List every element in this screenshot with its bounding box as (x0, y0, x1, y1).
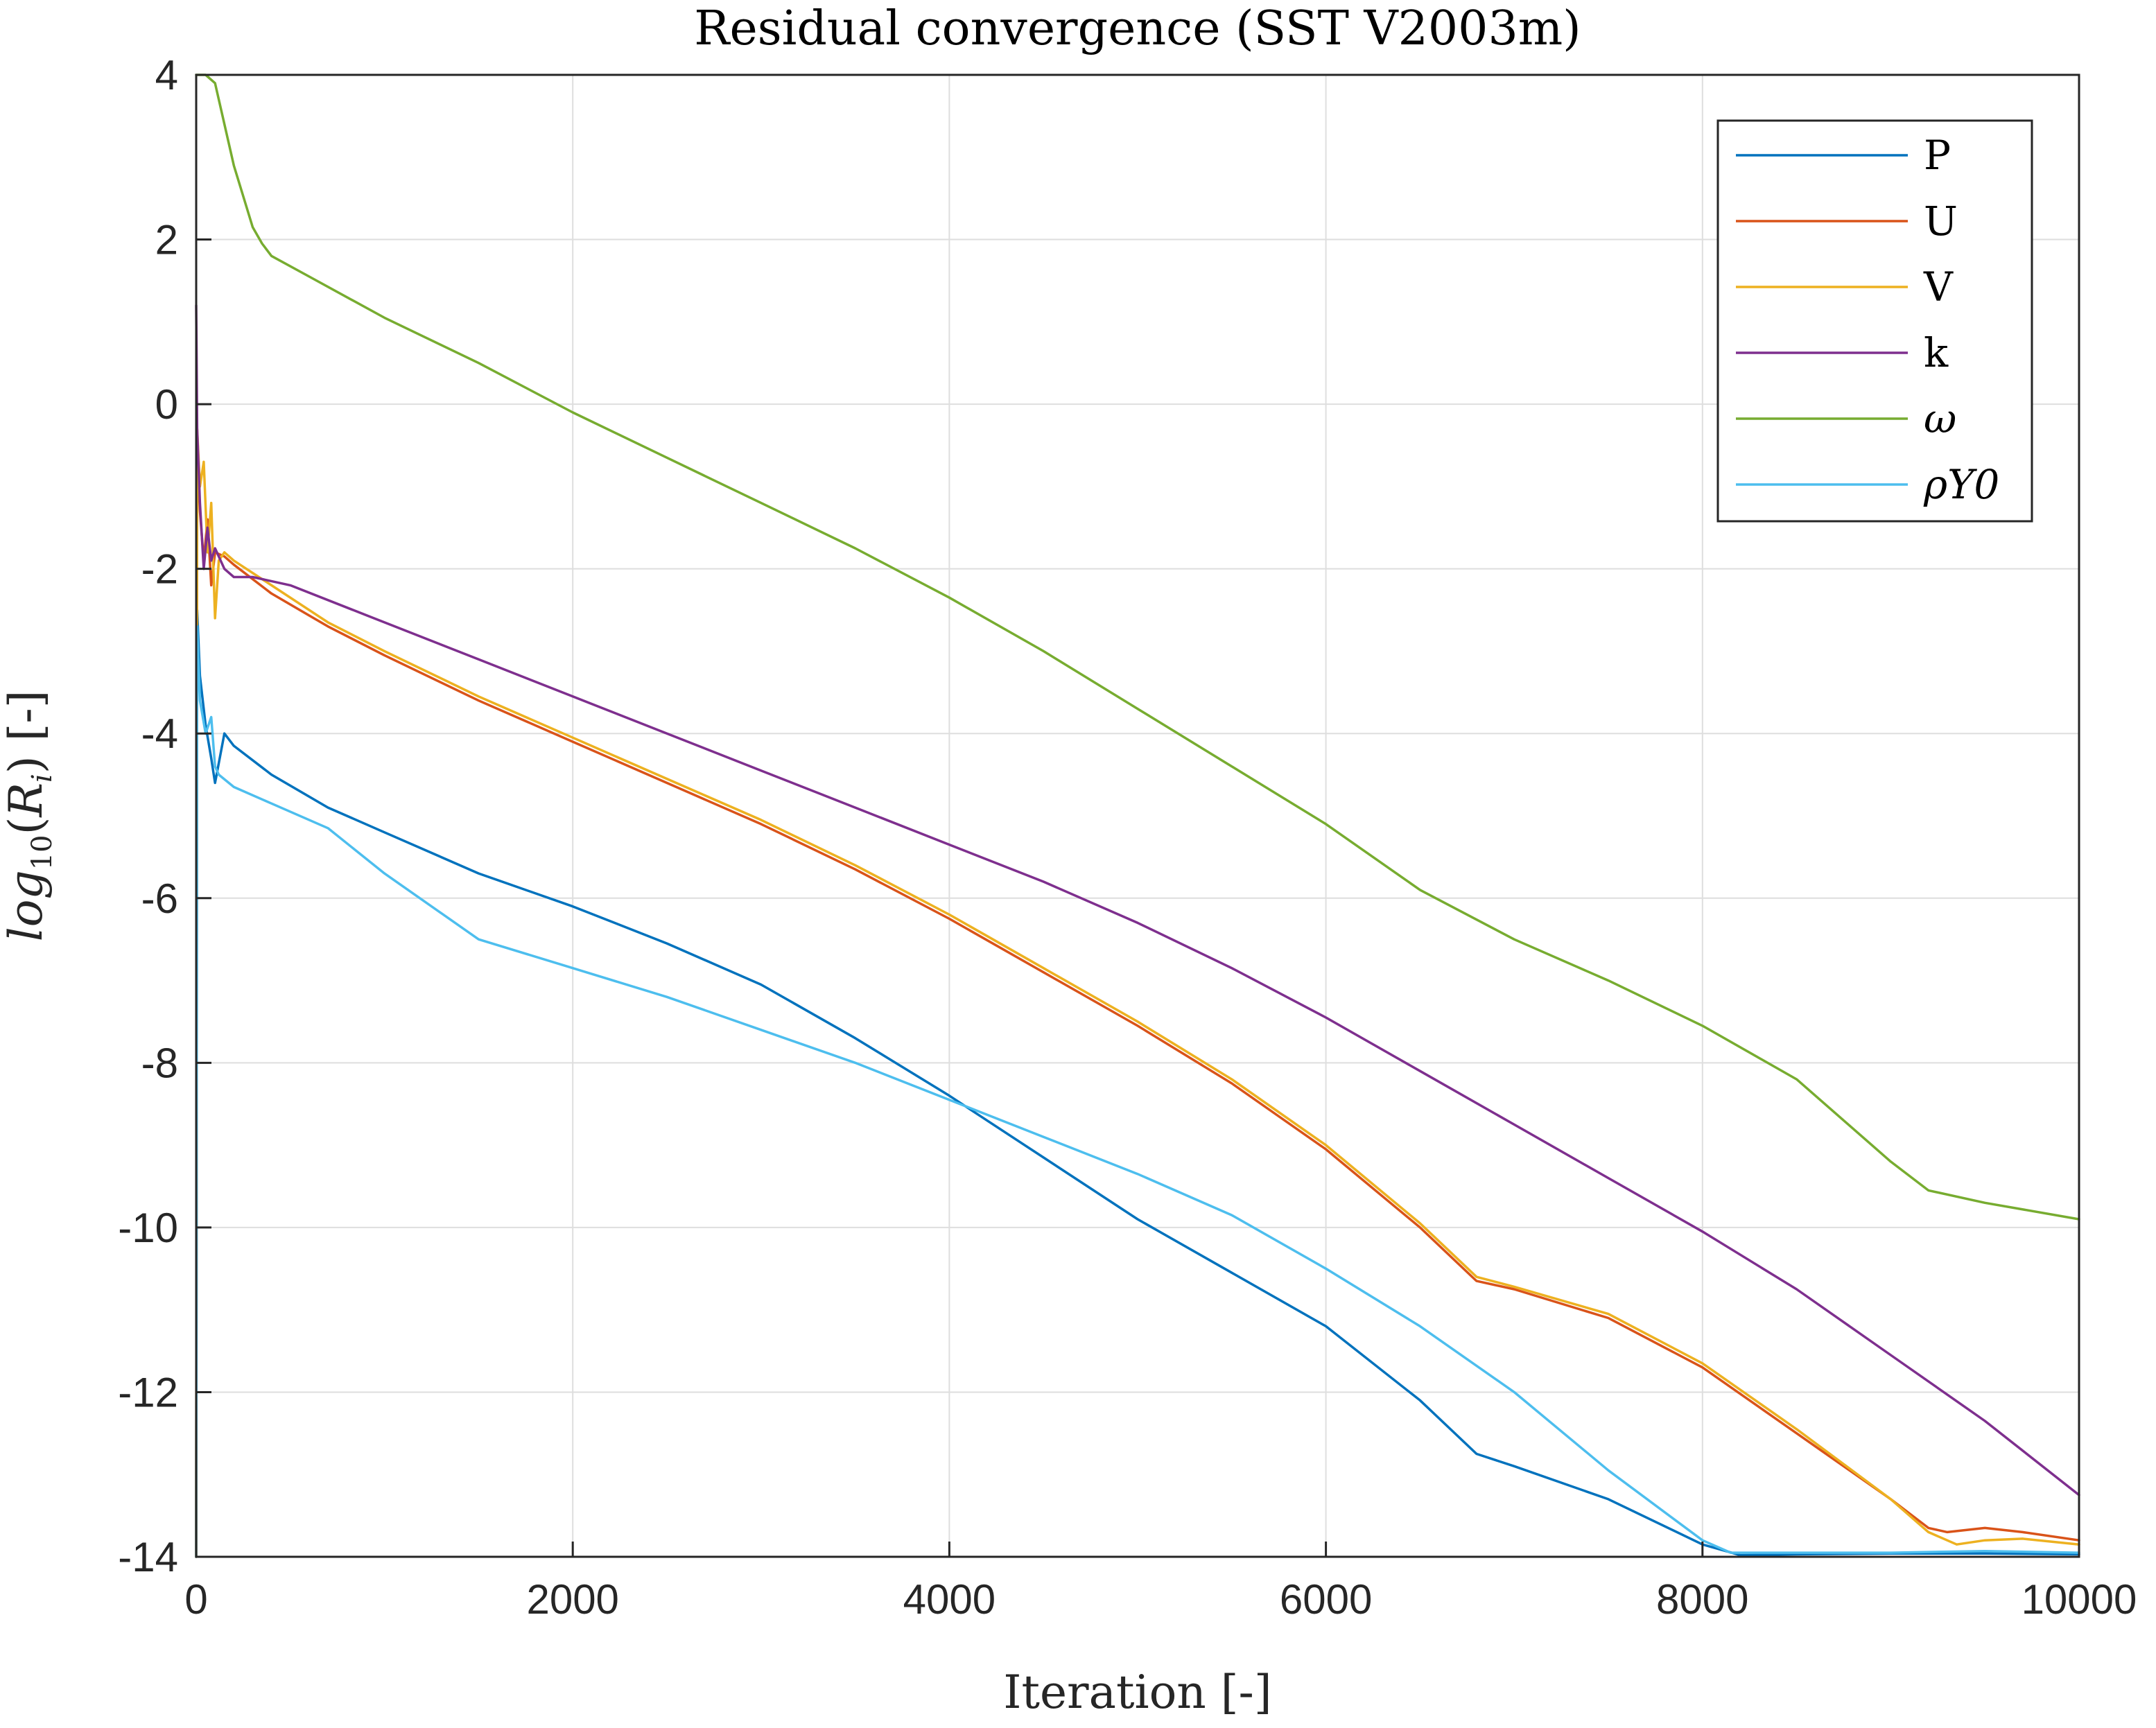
axis-ticks: 0 2000 4000 6000 8000 10000 4 2 0 -2 -4 -6 -8 -10 -12 -… (118, 52, 2137, 1623)
chart-title: Residual convergence (SST V2003m) (694, 1, 1581, 56)
legend-entry-label: k (1924, 329, 1949, 376)
series-line-ω (195, 73, 2080, 1221)
y-tick-label: 4 (155, 52, 178, 98)
series-line-V (195, 427, 2080, 1558)
x-tick-label: 6000 (1280, 1576, 1372, 1623)
x-tick-label: 4000 (903, 1576, 996, 1623)
x-axis-label: Iteration [-] (1003, 1666, 1271, 1719)
y-tick-label: -2 (141, 546, 178, 593)
legend-box (1716, 119, 2033, 523)
x-tick-label: 8000 (1656, 1576, 1748, 1623)
y-tick-label: -12 (118, 1369, 178, 1415)
legend-entry-label: ρY0 (1923, 461, 1999, 508)
legend-entry-label: P (1924, 132, 1951, 179)
y-tick-label: -6 (141, 875, 178, 922)
plot-box (195, 73, 2080, 1558)
y-tick-label: -10 (118, 1205, 178, 1251)
series-line-ρY0 (195, 625, 2080, 1558)
legend-entry-label: U (1924, 198, 1958, 245)
x-tick-label: 10000 (2022, 1576, 2137, 1623)
legend-entry-label: ω (1924, 395, 1956, 442)
series-line-k (195, 304, 2080, 1496)
y-axis-label: log10(Ri) [-] (0, 690, 58, 942)
y-tick-label: -8 (141, 1040, 178, 1086)
y-tick-label: -4 (141, 710, 178, 757)
y-tick-label: 2 (155, 217, 178, 263)
y-tick-label: 0 (155, 381, 178, 428)
x-tick-label: 0 (184, 1576, 207, 1623)
legend-entry-label: V (1923, 263, 1954, 311)
y-tick-label: -14 (118, 1534, 178, 1580)
x-tick-label: 2000 (526, 1576, 618, 1623)
